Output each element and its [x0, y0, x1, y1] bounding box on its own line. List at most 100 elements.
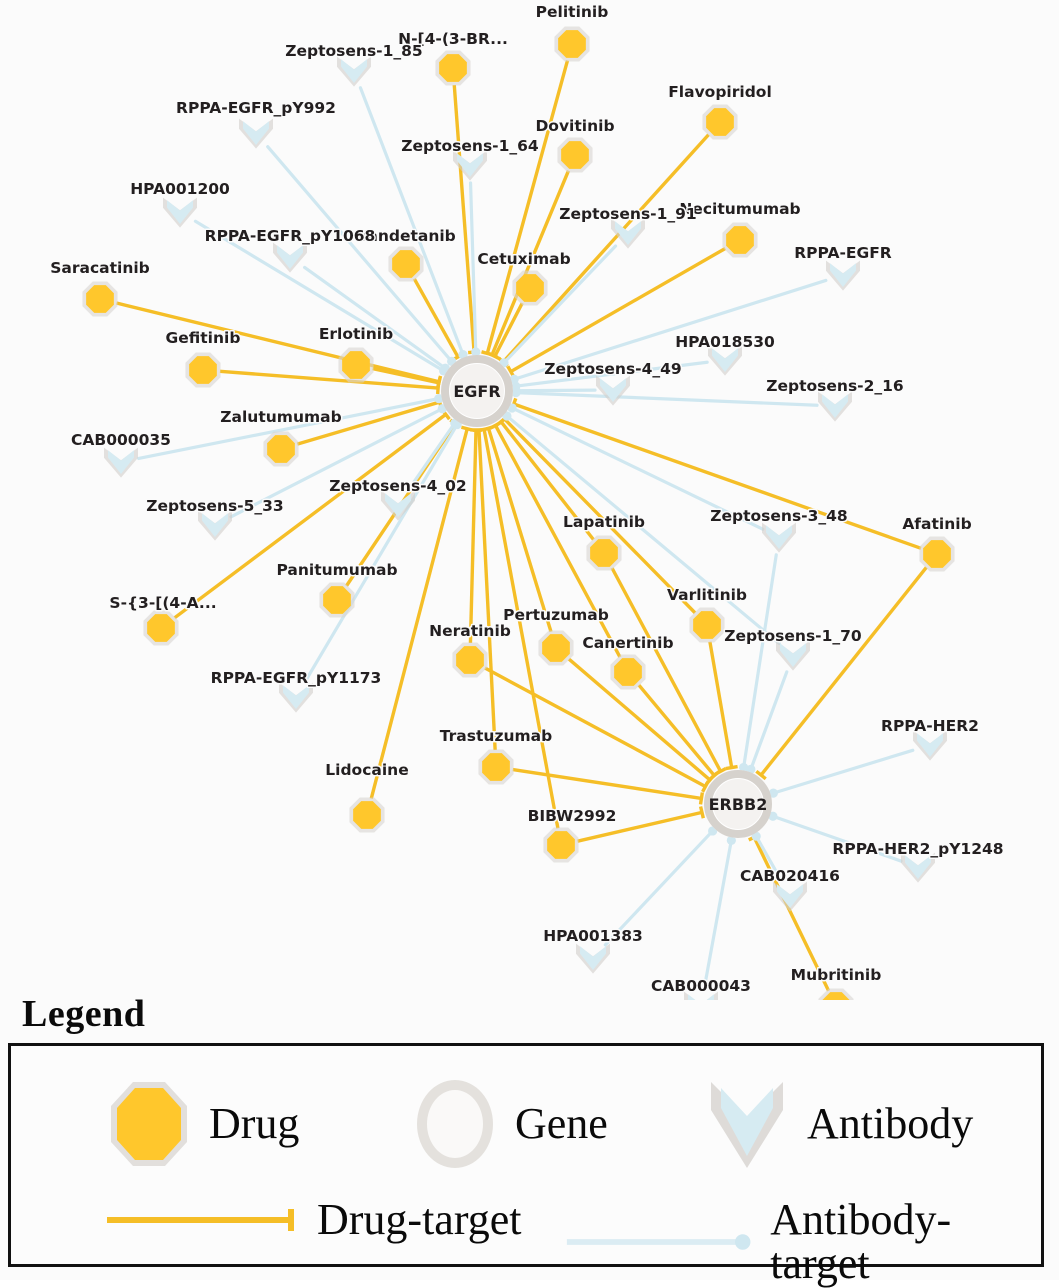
antibody-node-label: Zeptosens-3_48	[710, 507, 847, 525]
legend-edge-antibody-target-label: Antibody-target	[770, 1198, 1041, 1286]
graph-edge[interactable]	[305, 267, 450, 372]
legend-shape-gene-label: Gene	[515, 1102, 608, 1146]
drug-node[interactable]	[82, 281, 117, 316]
antibody-node-label: Zeptosens-4_02	[329, 477, 466, 495]
antibody-node-label: HPA001383	[543, 927, 643, 945]
antibody-node[interactable]	[239, 119, 273, 149]
drug-node[interactable]	[919, 536, 954, 571]
antibody-node-label: Zeptosens-2_16	[766, 377, 903, 395]
graph-edge[interactable]	[454, 85, 480, 353]
edge-layer	[117, 60, 927, 990]
antibody-node[interactable]	[104, 448, 138, 478]
legend-shape-antibody: Antibody	[701, 1074, 973, 1174]
antibody-node[interactable]	[818, 392, 852, 422]
antibody-target-edge-icon	[563, 1227, 756, 1257]
antibody-node-label: CAB020416	[740, 867, 840, 885]
drug-node-label: Lapatinib	[563, 513, 645, 531]
drug-node[interactable]	[185, 352, 220, 387]
drug-node-label: Saracatinib	[50, 259, 150, 277]
graph-edge[interactable]	[513, 770, 703, 805]
legend-shape-drug: Drug	[103, 1074, 299, 1174]
drug-node[interactable]	[143, 610, 178, 645]
graph-edge[interactable]	[704, 836, 736, 989]
drug-node-label: Zalutumumab	[220, 408, 341, 426]
drug-node[interactable]	[512, 270, 547, 305]
graph-edge[interactable]	[756, 567, 926, 778]
gene-circle-icon	[409, 1074, 501, 1174]
legend-box: Drug Gene Antibody	[8, 1043, 1044, 1267]
legend-shape-gene: Gene	[409, 1074, 608, 1174]
antibody-node-label: Zeptosens-4_49	[544, 360, 681, 378]
antibody-node[interactable]	[337, 57, 371, 87]
antibody-node[interactable]	[279, 683, 313, 713]
drug-node[interactable]	[557, 137, 592, 172]
antibody-node[interactable]	[773, 882, 807, 912]
gene-node-label: ERBB2	[709, 795, 768, 814]
antibody-node-label: HPA001200	[130, 180, 230, 198]
drug-node-label: Mubritinib	[791, 966, 882, 984]
drug-node[interactable]	[263, 431, 298, 466]
drug-target-edge-icon	[103, 1205, 303, 1235]
legend-edge-antibody-target: Antibody-target	[563, 1198, 1041, 1286]
legend-title: Legend	[22, 992, 145, 1036]
drug-node[interactable]	[349, 797, 384, 832]
antibody-node-label: RPPA-EGFR_pY992	[176, 99, 336, 117]
antibody-node[interactable]	[576, 944, 610, 974]
drug-node-label: Panitumumab	[276, 561, 397, 579]
drug-node-label: Pelitinib	[536, 3, 609, 21]
label-layer: N-[4-(3-BR...PelitinibFlavopiridolDoviti…	[50, 3, 1003, 995]
drug-node-label: Erlotinib	[319, 325, 393, 343]
drug-node[interactable]	[338, 347, 373, 382]
drug-octagon-icon	[103, 1074, 195, 1174]
drug-node[interactable]	[435, 50, 470, 85]
antibody-node[interactable]	[913, 731, 947, 761]
drug-node[interactable]	[689, 607, 724, 642]
drug-node-label: Varlitinib	[667, 586, 747, 604]
antibody-node[interactable]	[198, 511, 232, 541]
drug-node-label: Gefitinib	[166, 329, 241, 347]
antibody-node[interactable]	[762, 523, 796, 553]
antibody-node[interactable]	[596, 376, 630, 406]
drug-node[interactable]	[452, 642, 487, 677]
drug-node-label: BIBW2992	[528, 807, 617, 825]
antibody-node-label: Zeptosens-1_70	[724, 627, 862, 645]
drug-node[interactable]	[610, 654, 645, 689]
antibody-node-label: Zeptosens-1_85	[285, 42, 422, 60]
graph-edge[interactable]	[746, 672, 787, 774]
drug-node-label: Cetuximab	[477, 250, 570, 268]
drug-node[interactable]	[478, 749, 513, 784]
antibody-node[interactable]	[381, 491, 415, 521]
antibody-node-label: RPPA-HER2	[881, 717, 979, 735]
legend-shape-antibody-label: Antibody	[807, 1102, 973, 1146]
drug-node[interactable]	[538, 630, 573, 665]
drug-node[interactable]	[388, 246, 423, 281]
antibody-chevron-icon	[701, 1074, 793, 1174]
drug-node[interactable]	[702, 104, 737, 139]
antibody-node[interactable]	[163, 198, 197, 228]
graph-edge[interactable]	[710, 642, 738, 769]
drug-node-label: Neratinib	[429, 622, 511, 640]
antibody-node-label: CAB000035	[71, 431, 171, 449]
antibody-node-label: RPPA-EGFR	[794, 244, 892, 262]
antibody-node[interactable]	[776, 641, 810, 671]
graph-edge[interactable]	[639, 685, 719, 779]
drug-node[interactable]	[722, 222, 757, 257]
drug-node[interactable]	[543, 827, 578, 862]
drug-node[interactable]	[554, 26, 589, 61]
antibody-node[interactable]	[453, 151, 487, 181]
antibody-node[interactable]	[826, 261, 860, 291]
legend-edge-drug-target: Drug-target	[103, 1198, 521, 1242]
antibody-node-label: RPPA-HER2_pY1248	[832, 840, 1003, 858]
antibody-node-label: RPPA-EGFR_pY1068	[205, 227, 376, 245]
drug-node[interactable]	[586, 535, 621, 570]
gene-node-label: EGFR	[453, 382, 500, 401]
drug-node-label: S-{3-[(4-A...	[109, 594, 216, 612]
drug-node-label: Pertuzumab	[503, 606, 609, 624]
drug-node[interactable]	[319, 582, 354, 617]
legend-edge-drug-target-label: Drug-target	[317, 1198, 521, 1242]
antibody-node[interactable]	[273, 243, 307, 273]
network-graph-canvas[interactable]: N-[4-(3-BR...PelitinibFlavopiridolDoviti…	[0, 0, 1059, 1000]
graph-edge[interactable]	[769, 750, 913, 797]
legend-shape-drug-label: Drug	[209, 1102, 299, 1146]
